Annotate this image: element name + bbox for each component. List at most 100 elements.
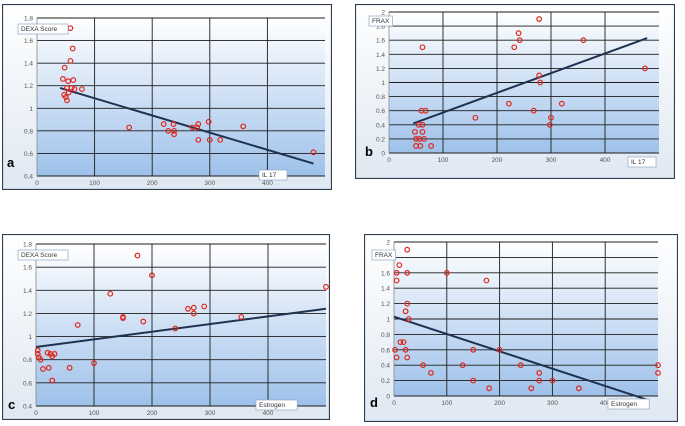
x-axis-label-box bbox=[607, 398, 650, 410]
data-point bbox=[505, 100, 512, 107]
data-point bbox=[67, 57, 74, 64]
data-point bbox=[217, 136, 224, 143]
plot-area bbox=[36, 244, 326, 406]
data-point bbox=[412, 128, 418, 135]
data-point bbox=[400, 339, 407, 345]
x-axis-label: IL 17 bbox=[262, 172, 277, 179]
y-axis-label-box bbox=[17, 249, 69, 261]
x-tick-label: 300 bbox=[205, 410, 216, 417]
data-point bbox=[470, 346, 477, 353]
data-point bbox=[79, 86, 85, 92]
y-tick-label: 2 bbox=[386, 240, 390, 247]
y-axis-label-box bbox=[368, 15, 393, 27]
y-tick-label: 0.4 bbox=[23, 404, 32, 411]
y-tick-label: 1.8 bbox=[376, 24, 385, 31]
y-axis-label: FRAX bbox=[375, 252, 393, 259]
data-point bbox=[62, 94, 69, 100]
y-tick-label: 0.4 bbox=[381, 363, 390, 370]
data-point bbox=[60, 76, 66, 82]
panel-label: a bbox=[7, 155, 15, 170]
data-point bbox=[421, 135, 427, 142]
data-point bbox=[419, 121, 426, 128]
data-point bbox=[206, 136, 213, 143]
y-axis-label-box bbox=[17, 23, 69, 35]
trendline bbox=[412, 37, 648, 125]
data-point bbox=[580, 37, 587, 44]
trendline bbox=[35, 307, 327, 348]
x-axis-label-box bbox=[627, 156, 657, 168]
data-point bbox=[201, 303, 208, 310]
data-point bbox=[470, 377, 477, 384]
y-axis-label-box bbox=[371, 249, 396, 261]
data-point bbox=[536, 16, 543, 22]
data-point bbox=[415, 121, 422, 128]
x-tick-label: 0 bbox=[392, 400, 396, 407]
y-tick-label: 0.6 bbox=[23, 380, 32, 387]
data-point bbox=[459, 362, 466, 369]
data-point bbox=[34, 351, 41, 357]
data-point bbox=[160, 121, 167, 127]
data-point bbox=[149, 272, 155, 279]
data-point bbox=[515, 30, 522, 37]
data-point bbox=[393, 354, 400, 361]
data-point bbox=[486, 385, 492, 392]
data-point bbox=[120, 313, 126, 320]
data-point bbox=[69, 45, 76, 52]
data-point bbox=[64, 97, 70, 104]
x-tick-label: 400 bbox=[600, 400, 611, 407]
x-tick-label: 400 bbox=[262, 180, 273, 187]
x-tick-label: 200 bbox=[492, 157, 503, 164]
data-point bbox=[194, 124, 201, 131]
data-point bbox=[61, 64, 68, 71]
data-point bbox=[393, 277, 400, 284]
data-point bbox=[190, 304, 197, 311]
y-tick-label: 1.4 bbox=[24, 61, 33, 68]
y-tick-label: 0.6 bbox=[24, 151, 33, 158]
data-point bbox=[404, 354, 411, 361]
x-tick-label: 100 bbox=[441, 400, 452, 407]
y-tick-label: 1.4 bbox=[23, 288, 32, 295]
y-tick-label: 0.8 bbox=[24, 128, 33, 135]
data-point bbox=[170, 121, 177, 127]
data-point bbox=[392, 346, 398, 353]
x-axis-label: IL 17 bbox=[631, 159, 646, 166]
y-tick-label: 0 bbox=[386, 394, 390, 401]
x-tick-label: 400 bbox=[263, 410, 274, 417]
data-point bbox=[655, 369, 661, 376]
data-point bbox=[71, 86, 78, 92]
panel-label: c bbox=[8, 397, 15, 412]
data-point bbox=[549, 377, 556, 384]
data-point bbox=[34, 347, 41, 354]
y-tick-label: 1.2 bbox=[376, 66, 385, 73]
y-tick-label: 0.8 bbox=[376, 94, 385, 101]
x-tick-label: 300 bbox=[546, 157, 557, 164]
x-tick-label: 300 bbox=[547, 400, 558, 407]
x-tick-label: 100 bbox=[438, 157, 449, 164]
y-tick-label: 0 bbox=[381, 151, 385, 158]
data-point bbox=[443, 269, 450, 276]
data-point bbox=[402, 308, 409, 315]
data-point bbox=[402, 346, 409, 353]
x-tick-label: 100 bbox=[89, 410, 100, 417]
data-point bbox=[40, 366, 46, 372]
y-tick-label: 0.6 bbox=[381, 347, 390, 354]
data-point bbox=[428, 143, 435, 149]
data-point bbox=[511, 44, 518, 51]
data-point bbox=[428, 369, 434, 376]
x-tick-label: 300 bbox=[204, 180, 215, 187]
y-tick-label: 0.2 bbox=[381, 378, 390, 385]
y-tick-label: 1.6 bbox=[381, 270, 390, 277]
y-tick-label: 1 bbox=[381, 80, 385, 87]
data-point bbox=[397, 339, 404, 345]
data-point bbox=[547, 121, 553, 128]
data-point bbox=[185, 305, 191, 312]
data-point bbox=[419, 128, 426, 135]
data-point bbox=[65, 78, 72, 85]
data-point bbox=[37, 356, 44, 363]
data-point bbox=[195, 136, 202, 143]
y-tick-label: 0.4 bbox=[376, 122, 385, 129]
data-point bbox=[536, 369, 543, 376]
data-point bbox=[140, 318, 147, 325]
chart-panel-c: 0.4 0.6 0.8 1 1.2 1.4 1.6 1.8 0 100 200 300 400 DEXA … bbox=[2, 234, 330, 420]
data-point bbox=[49, 377, 56, 384]
